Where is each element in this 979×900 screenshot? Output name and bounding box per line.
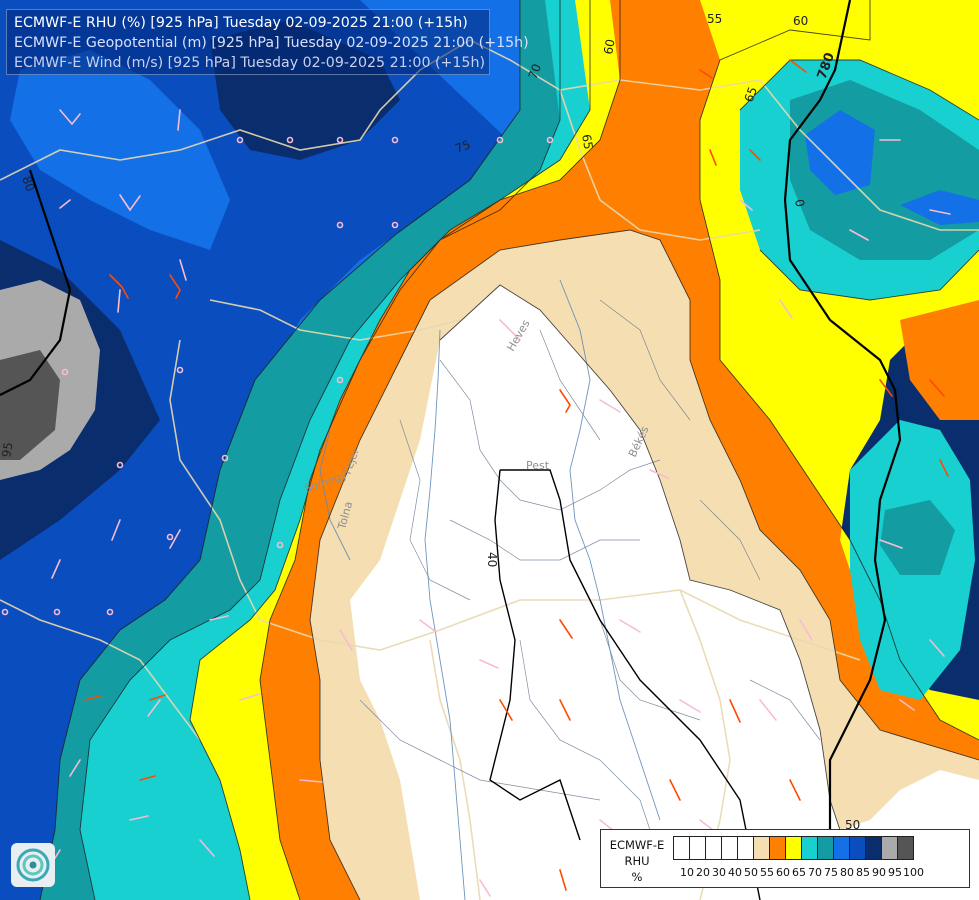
legend-swatch bbox=[673, 836, 690, 860]
legend-title-variable: RHU bbox=[624, 854, 650, 868]
contour-label: 65 bbox=[742, 85, 760, 104]
rhu-band-55-east-inset bbox=[900, 300, 979, 420]
legend-title-model: ECMWF-E bbox=[609, 838, 665, 852]
legend-tick: 70 bbox=[808, 866, 822, 879]
legend-tick: 90 bbox=[872, 866, 886, 879]
geopotential-780-line bbox=[783, 0, 902, 830]
contour-label: 0 bbox=[792, 198, 807, 208]
minor-borders bbox=[359, 299, 821, 861]
legend-swatch bbox=[721, 836, 738, 860]
rhu-40-isoline bbox=[489, 469, 761, 900]
legend-unit: % bbox=[631, 870, 643, 884]
contour-label: 60 bbox=[601, 38, 617, 55]
rivers bbox=[319, 279, 661, 900]
header-title-geopotential: ECMWF-E Geopotential (m) [925 hPa] Tuesd… bbox=[14, 35, 529, 51]
legend-swatch bbox=[865, 836, 882, 860]
contour-label: 75 bbox=[453, 137, 472, 155]
legend-ticks: 10 20 30 40 50 55 60 65 70 75 80 85 90 95 100 bbox=[679, 866, 924, 879]
legend-tick: 30 bbox=[712, 866, 726, 879]
contour-label: 70 bbox=[526, 62, 544, 81]
swirl-icon bbox=[16, 848, 50, 882]
rhu-legend: ECMWF-E RHU % 10 20 30 40 50 55 60 65 70 75 80 85 90… bbox=[600, 829, 970, 888]
legend-swatch bbox=[705, 836, 722, 860]
contour-label: 65 bbox=[579, 133, 595, 150]
header-title-wind: ECMWF-E Wind (m/s) [925 hPa] Tuesday 02-… bbox=[14, 55, 485, 71]
geopotential-line-west bbox=[0, 169, 72, 396]
legend-swatch bbox=[689, 836, 706, 860]
contour-labels: 55 60 60 65 65 70 75 80 95 40 50 0 780 bbox=[0, 12, 860, 832]
contour-label: 40 bbox=[485, 552, 499, 567]
legend-tick: 20 bbox=[696, 866, 710, 879]
rhu-band-75-west bbox=[10, 50, 230, 250]
legend-swatch bbox=[801, 836, 818, 860]
rhu-band-95 bbox=[0, 350, 60, 460]
rhu-band-60-west bbox=[190, 0, 620, 900]
contour-label: 60 bbox=[793, 14, 808, 28]
rhu-band-70 bbox=[0, 0, 560, 900]
legend-tick: 85 bbox=[856, 866, 870, 879]
contour-label: 95 bbox=[0, 441, 16, 458]
legend-swatches bbox=[673, 836, 914, 860]
map-header: ECMWF-E RHU (%) [925 hPa] Tuesday 02-09-… bbox=[6, 9, 529, 75]
legend-tick: 50 bbox=[744, 866, 758, 879]
place-label: Pest bbox=[526, 459, 550, 472]
legend-tick: 55 bbox=[760, 866, 774, 879]
contour-label: 80 bbox=[19, 174, 37, 193]
legend-swatch bbox=[817, 836, 834, 860]
contour-lines bbox=[39, 0, 979, 900]
contour-label: 55 bbox=[707, 12, 722, 26]
legend-tick: 100 bbox=[903, 866, 924, 879]
rhu-band-75-ne bbox=[805, 110, 979, 225]
ecmwf-swirl-logo-icon bbox=[11, 843, 55, 887]
legend-tick: 65 bbox=[792, 866, 806, 879]
legend-title: ECMWF-E RHU bbox=[605, 837, 669, 869]
legend-tick: 10 bbox=[680, 866, 694, 879]
legend-swatch bbox=[897, 836, 914, 860]
legend-swatch bbox=[769, 836, 786, 860]
legend-tick: 95 bbox=[888, 866, 902, 879]
legend-swatch bbox=[833, 836, 850, 860]
rhu-band-80 bbox=[0, 0, 520, 900]
contour-label: 50 bbox=[845, 818, 860, 832]
legend-swatch bbox=[849, 836, 866, 860]
legend-tick: 60 bbox=[776, 866, 790, 879]
legend-swatch bbox=[753, 836, 770, 860]
rhu-band-70-se bbox=[880, 500, 955, 575]
header-title-rhu: ECMWF-E RHU (%) [925 hPa] Tuesday 02-09-… bbox=[14, 15, 468, 31]
legend-tick: 75 bbox=[824, 866, 838, 879]
wind-barbs bbox=[1, 59, 951, 897]
legend-swatch bbox=[785, 836, 802, 860]
legend-tick: 80 bbox=[840, 866, 854, 879]
legend-swatch bbox=[881, 836, 898, 860]
legend-tick: 40 bbox=[728, 866, 742, 879]
legend-swatch bbox=[737, 836, 754, 860]
